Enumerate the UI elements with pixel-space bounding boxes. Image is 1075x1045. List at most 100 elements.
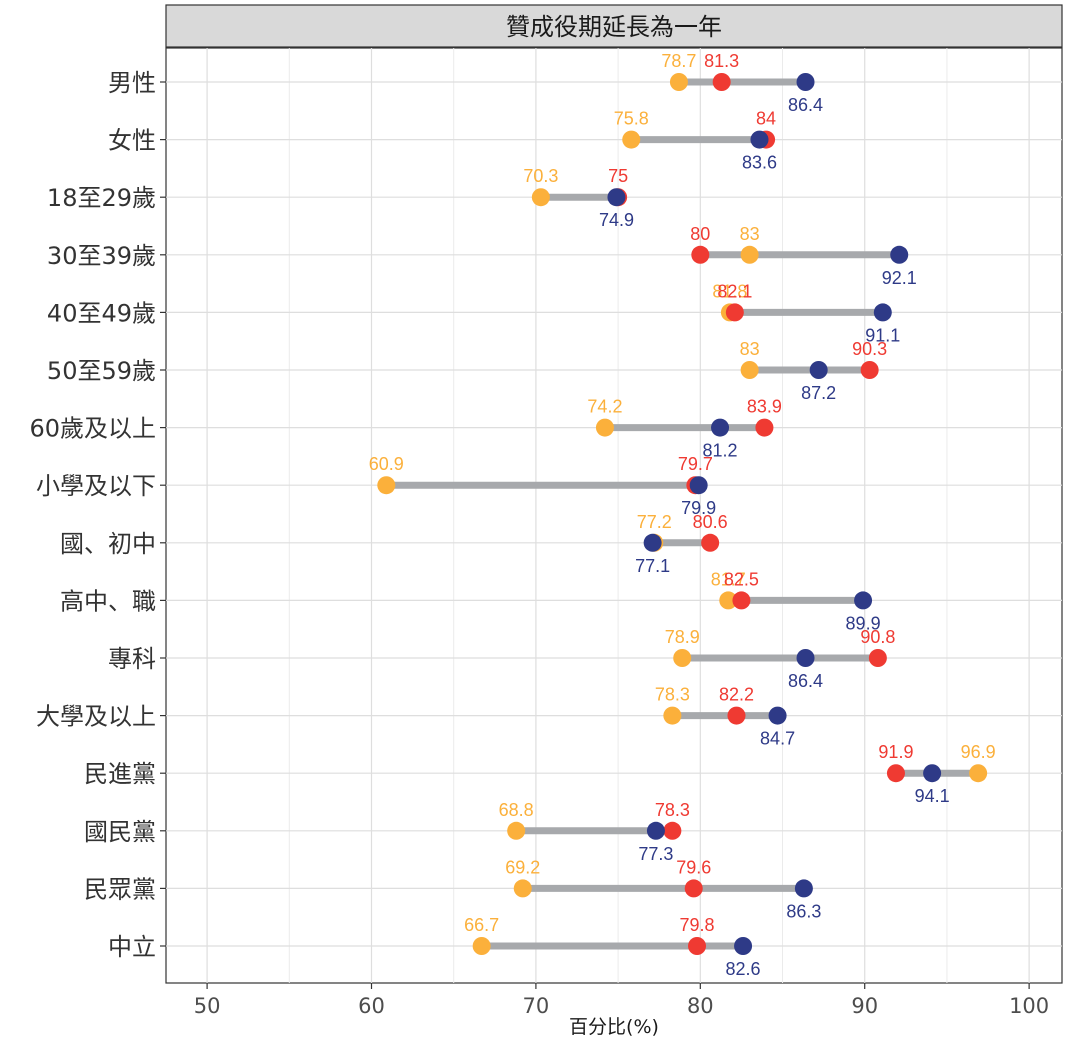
data-point [886, 764, 905, 783]
data-point [873, 303, 892, 322]
data-point [732, 591, 751, 610]
data-point [755, 418, 774, 437]
data-point [740, 361, 759, 379]
data-point [796, 73, 815, 91]
data-label: 74.9 [599, 210, 634, 230]
data-point [507, 821, 526, 840]
x-axis-title: 百分比(%) [569, 1016, 659, 1038]
data-label: 81.8 [712, 281, 747, 301]
data-point [854, 591, 873, 610]
data-point [796, 649, 815, 667]
data-label: 74.2 [587, 397, 622, 417]
data-point [673, 649, 692, 667]
x-tick-label: 100 [1009, 994, 1049, 1018]
x-tick-label: 80 [687, 994, 714, 1018]
data-point [684, 879, 703, 898]
data-label: 80.6 [693, 512, 728, 532]
data-label: 77.1 [635, 556, 670, 576]
data-point [890, 245, 909, 264]
category-label: 民進黨 [84, 760, 156, 788]
data-point [669, 73, 688, 91]
data-point [595, 418, 614, 437]
data-point [740, 245, 759, 264]
data-label: 96.9 [961, 742, 996, 762]
data-label: 78.7 [661, 51, 696, 71]
data-label: 82.2 [719, 685, 754, 705]
data-point [622, 130, 641, 149]
data-label: 80 [690, 224, 710, 244]
data-label: 82.6 [726, 959, 761, 979]
category-label: 男性 [108, 69, 156, 97]
data-label: 78.3 [655, 685, 690, 705]
category-label: 女性 [108, 127, 156, 155]
data-point [472, 937, 491, 955]
data-point [513, 879, 532, 898]
data-label: 69.2 [505, 857, 540, 877]
category-label: 國、初中 [60, 530, 156, 558]
data-label: 90.8 [860, 627, 895, 647]
data-label: 86.4 [788, 95, 823, 115]
data-label: 77.2 [637, 512, 672, 532]
data-point [689, 476, 708, 495]
data-point [719, 591, 738, 610]
data-label: 90.3 [852, 339, 887, 359]
data-label: 75.8 [614, 109, 649, 129]
data-label: 91.1 [865, 325, 900, 345]
data-point [531, 188, 550, 207]
data-label: 77.3 [638, 844, 673, 864]
data-point [377, 476, 396, 495]
data-label: 89.9 [846, 613, 881, 633]
data-label: 86.4 [788, 671, 823, 691]
data-label: 84.7 [760, 729, 795, 749]
x-tick-label: 90 [851, 994, 878, 1018]
data-point [663, 821, 682, 840]
data-point [969, 764, 988, 783]
category-label: 專科 [108, 645, 156, 673]
data-point [691, 245, 710, 264]
data-label: 92.1 [882, 268, 917, 288]
data-point [727, 706, 746, 725]
data-label: 79.6 [676, 857, 711, 877]
data-label: 79.8 [680, 915, 715, 935]
data-label: 79.7 [678, 454, 713, 474]
title-strip [165, 4, 1063, 48]
data-label: 82.1 [717, 281, 752, 301]
data-label: 75 [608, 166, 628, 186]
data-point [688, 937, 707, 955]
category-label: 高中、職 [60, 587, 156, 615]
data-label: 81.2 [703, 441, 738, 461]
data-label: 78.3 [655, 800, 690, 820]
data-point [809, 361, 828, 379]
data-point [607, 188, 626, 207]
category-label: 30至39歲 [47, 242, 156, 270]
data-label: 83 [740, 224, 760, 244]
data-point [711, 418, 730, 437]
category-label: 60歲及以上 [29, 415, 156, 443]
category-label: 民眾黨 [84, 875, 156, 903]
chart-title: 贊成役期延長為一年 [506, 13, 722, 41]
data-point [725, 303, 744, 322]
category-label: 40至49歲 [47, 299, 156, 327]
data-point [794, 879, 813, 898]
category-label: 50至59歲 [47, 357, 156, 385]
x-tick-label: 70 [523, 994, 550, 1018]
data-label: 78.9 [665, 627, 700, 647]
data-label: 84 [756, 109, 776, 129]
data-point [734, 937, 753, 955]
data-label: 94.1 [915, 786, 950, 806]
category-label: 18至29歲 [47, 184, 156, 212]
x-tick-label: 60 [358, 994, 385, 1018]
data-point [712, 73, 731, 91]
category-label: 大學及以上 [36, 703, 156, 731]
category-label: 小學及以下 [36, 472, 156, 500]
category-label: 國民黨 [84, 818, 156, 846]
data-label: 81.7 [711, 569, 746, 589]
data-point [643, 533, 662, 552]
plot-panel [165, 47, 1063, 984]
data-label: 86.3 [786, 901, 821, 921]
data-label: 87.2 [801, 383, 836, 403]
x-tick-label: 50 [194, 994, 221, 1018]
data-point [646, 821, 665, 840]
category-label: 中立 [108, 933, 156, 961]
